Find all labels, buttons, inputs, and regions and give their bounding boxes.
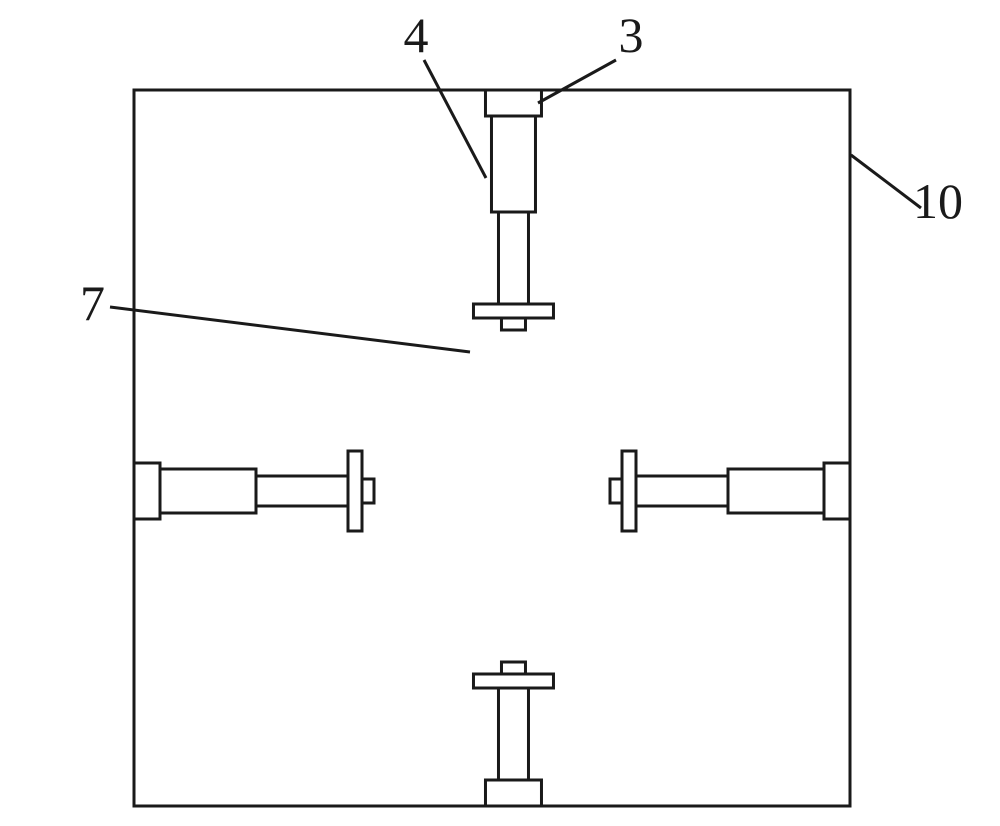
label-3: 3 bbox=[619, 7, 644, 63]
clamp-left-shaft2 bbox=[256, 476, 348, 506]
clamp-left-plate bbox=[348, 451, 362, 531]
label-7: 7 bbox=[80, 275, 105, 331]
label-10: 10 bbox=[913, 173, 963, 229]
label-4: 4 bbox=[404, 7, 429, 63]
clamp-left-tip bbox=[362, 479, 374, 503]
clamp-bottom-tip bbox=[501, 662, 525, 674]
clamp-top-shaft1 bbox=[491, 116, 535, 212]
clamp-bottom-shaft2 bbox=[498, 688, 528, 780]
clamp-right-shaft1 bbox=[728, 469, 824, 513]
clamp-top-shaft2 bbox=[498, 212, 528, 304]
clamp-right-tip bbox=[610, 479, 622, 503]
clamp-right-shaft2 bbox=[636, 476, 728, 506]
clamp-left-shaft1 bbox=[160, 469, 256, 513]
clamp-right-plate bbox=[622, 451, 636, 531]
clamp-top-tip bbox=[501, 318, 525, 330]
clamp-bottom-plate bbox=[473, 674, 553, 688]
clamp-top-plate bbox=[473, 304, 553, 318]
